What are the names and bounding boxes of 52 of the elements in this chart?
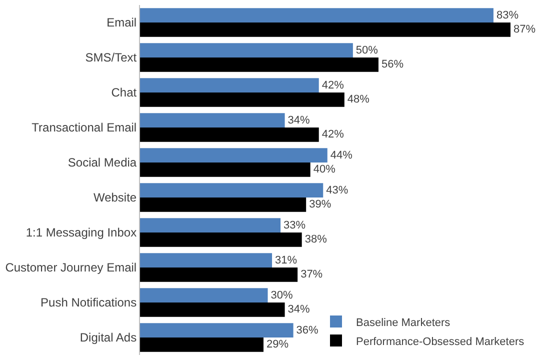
bar <box>140 8 494 22</box>
y-tick-label: Transactional Email <box>32 120 137 135</box>
bar <box>140 162 310 177</box>
data-label: 34% <box>288 304 310 316</box>
bar <box>140 183 324 198</box>
bar <box>140 338 264 352</box>
y-tick-label: 1:1 Messaging Inbox <box>26 226 137 240</box>
data-label: 29% <box>266 338 289 351</box>
bar <box>140 113 285 128</box>
legend-label: Performance-Obsessed Marketers <box>356 336 525 348</box>
bar <box>140 288 268 302</box>
y-tick-label: Digital Ads <box>80 330 137 345</box>
data-label: 44% <box>330 149 353 162</box>
y-tick-label: Push Notifications <box>40 296 137 310</box>
bar <box>140 148 328 162</box>
y-tick-label: Customer Journey Email <box>5 260 137 275</box>
data-label: 56% <box>381 58 404 71</box>
y-tick-label: Chat <box>111 86 138 100</box>
bar <box>140 198 306 212</box>
data-label: 34% <box>288 114 310 126</box>
data-label: 43% <box>326 184 348 196</box>
data-label: 40% <box>313 164 336 176</box>
data-label: 48% <box>347 94 370 106</box>
bar <box>140 323 294 338</box>
data-label: 39% <box>309 198 332 211</box>
bar <box>140 22 510 37</box>
y-tick-label: Website <box>93 190 137 205</box>
data-label: 42% <box>322 79 344 92</box>
data-label: 33% <box>284 219 306 232</box>
data-label: 50% <box>356 44 378 56</box>
bar <box>140 92 344 107</box>
data-label: 36% <box>296 324 319 336</box>
bar <box>140 78 319 92</box>
y-tick-label: Email <box>106 16 137 30</box>
bar <box>140 58 378 72</box>
bar <box>140 43 353 58</box>
data-label: 31% <box>275 254 298 266</box>
bar <box>140 218 281 232</box>
data-label: 42% <box>322 128 344 141</box>
bar <box>140 268 298 282</box>
y-tick-label: SMS/Text <box>85 50 138 65</box>
data-label: 37% <box>300 268 323 281</box>
data-label: 83% <box>496 9 519 22</box>
legend-label: Baseline Marketers <box>356 316 451 329</box>
bar <box>140 232 302 247</box>
data-label: 87% <box>514 24 536 36</box>
data-label: 30% <box>270 289 293 302</box>
bar <box>140 253 272 268</box>
data-label: 38% <box>304 234 328 246</box>
bar <box>140 128 319 142</box>
y-tick-label: Social Media <box>68 156 137 170</box>
bar <box>140 302 285 317</box>
